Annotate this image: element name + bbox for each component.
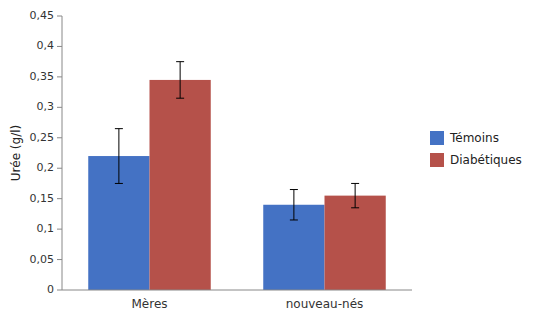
bar (150, 80, 211, 290)
y-tick-label: 0,05 (30, 253, 55, 266)
y-axis-line (62, 16, 63, 290)
error-cap (351, 183, 359, 184)
y-tick (57, 137, 62, 138)
y-tick (57, 290, 62, 291)
y-tick-label: 0,25 (30, 131, 55, 144)
y-tick-label: 0,15 (30, 192, 55, 205)
y-tick-label: 0 (47, 283, 54, 296)
y-tick (57, 198, 62, 199)
y-tick-label: 0,35 (30, 70, 55, 83)
error-bar (290, 190, 298, 220)
y-tick (57, 229, 62, 230)
x-tick-label: nouveau-nés (286, 297, 364, 311)
x-tick-label: Mères (131, 297, 167, 311)
error-bar (351, 183, 359, 207)
error-line (293, 190, 294, 220)
series (150, 62, 386, 290)
legend-swatch (430, 153, 444, 167)
error-cap (115, 183, 123, 184)
error-line (355, 183, 356, 207)
plot-area (88, 62, 386, 290)
error-bar (176, 62, 184, 99)
y-tick (57, 16, 62, 17)
y-tick-label: 0,45 (30, 9, 55, 22)
error-bar (115, 129, 123, 184)
error-line (118, 129, 119, 184)
error-cap (290, 219, 298, 220)
y-tick-label: 0,1 (37, 222, 55, 235)
y-tick-label: 0,4 (37, 39, 55, 52)
y-tick (57, 107, 62, 108)
y-tick (57, 76, 62, 77)
error-cap (351, 207, 359, 208)
legend-label: Diabétiques (450, 153, 522, 167)
error-cap (115, 128, 123, 129)
y-axis-label: Urée (g/l) (9, 125, 23, 181)
error-cap (176, 61, 184, 62)
error-line (180, 62, 181, 99)
legend: Témoins Diabétiques (430, 131, 522, 168)
x-axis: Mères nouveau-nés (62, 290, 412, 311)
bar (325, 196, 386, 290)
y-axis: 0 0,05 0,1 0,15 0,2 0,25 0,3 0,35 0,4 0,45 (30, 9, 63, 296)
chart: 0 0,05 0,1 0,15 0,2 0,25 0,3 0,35 0,4 0,45 Urée (g… (0, 0, 546, 326)
y-tick-label: 0,3 (37, 100, 55, 113)
error-cap (290, 189, 298, 190)
y-tick (57, 259, 62, 260)
y-tick-label: 0,2 (37, 161, 55, 174)
legend-label: Témoins (449, 131, 499, 145)
y-tick (57, 46, 62, 47)
y-tick (57, 168, 62, 169)
x-axis-line (62, 290, 412, 291)
legend-swatch (430, 131, 444, 145)
error-cap (176, 98, 184, 99)
